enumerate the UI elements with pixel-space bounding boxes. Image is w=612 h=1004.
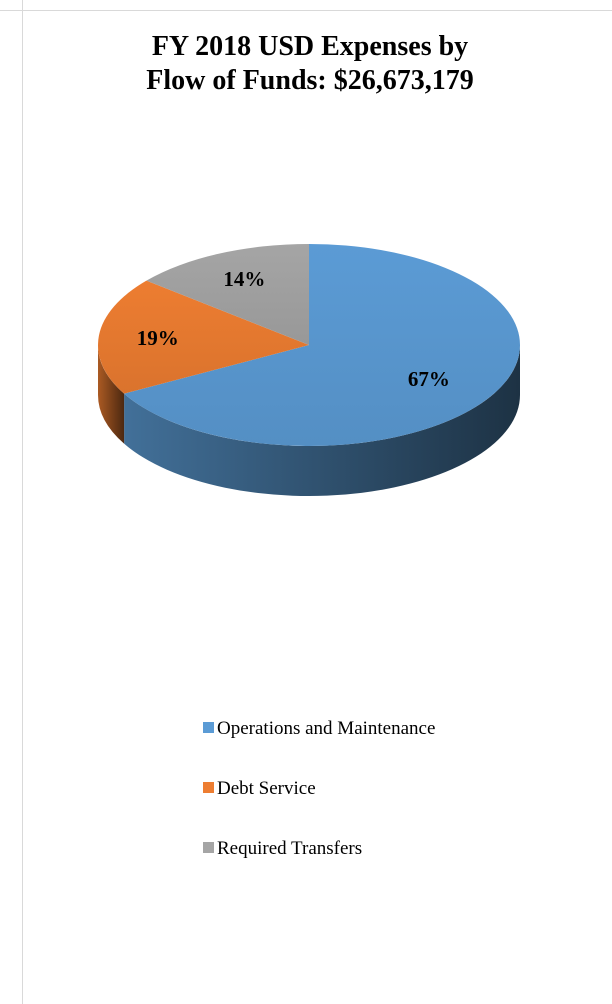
- legend-label-operations: Operations and Maintenance: [217, 718, 436, 739]
- legend-swatch-debt-service: [203, 782, 214, 793]
- frame-left-border: [22, 0, 23, 1004]
- chart-title-line2: Flow of Funds: $26,673,179: [146, 65, 474, 96]
- legend-item-debt-service: Debt Service: [203, 778, 316, 800]
- legend-swatch-required-transfers: [203, 842, 214, 853]
- data-label-operations-and-maintenance: 67%: [408, 367, 450, 391]
- legend-item-required-transfers: Required Transfers: [203, 838, 362, 860]
- pie-slice-required-transfers: [146, 244, 309, 345]
- frame-top-border: [0, 10, 612, 11]
- data-label-required-transfers: 14%: [223, 267, 265, 291]
- pie-data-labels: 67% 19% 14%: [137, 267, 450, 391]
- legend-label-required-transfers: Required Transfers: [217, 838, 363, 859]
- legend-item-operations: Operations and Maintenance: [203, 718, 435, 740]
- data-label-debt-service: 19%: [137, 326, 179, 350]
- pie-side-debt-service: [98, 345, 125, 444]
- pie-slice-operations-and-maintenance: [124, 244, 520, 446]
- pie-sides: [98, 345, 520, 496]
- legend-swatch-operations: [203, 722, 214, 733]
- legend-label-debt-service: Debt Service: [217, 778, 316, 799]
- pie-side-operations-and-maintenance: [124, 345, 520, 496]
- chart-title-line1: FY 2018 USD Expenses by: [151, 31, 469, 62]
- pie-slices: [98, 244, 520, 446]
- chart-title: FY 2018 USD Expenses by Flow of Funds: $…: [30, 30, 590, 98]
- pie-slice-debt-service: [98, 280, 310, 394]
